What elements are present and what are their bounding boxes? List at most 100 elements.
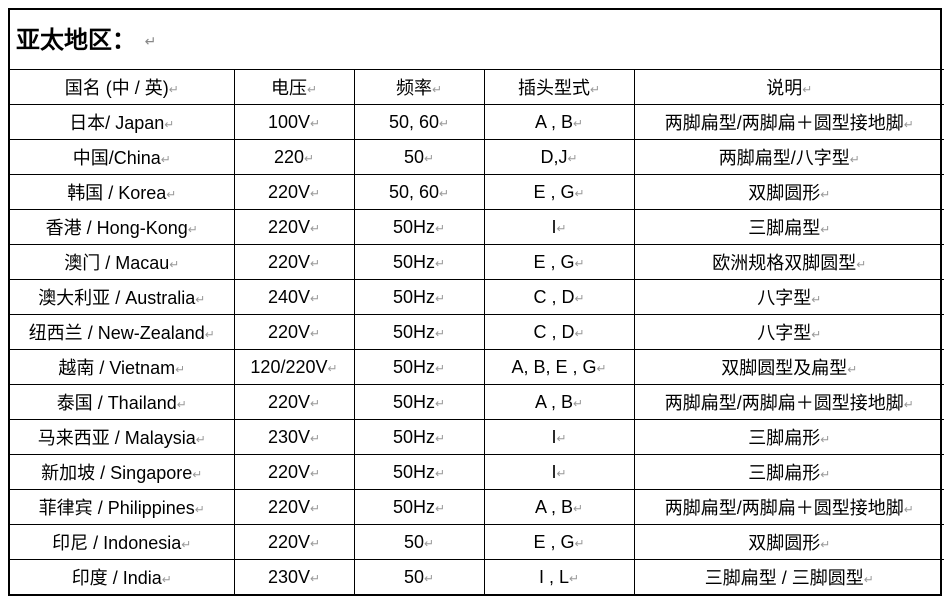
cell-plug-text: I , L (539, 567, 569, 587)
table-row: 印尼 / Indonesia↵220V↵50↵E , G↵双脚圆形↵ (10, 525, 944, 560)
col-header-country-text: 国名 (中 / 英) (65, 78, 169, 98)
table-row: 澳大利亚 / Australia↵240V↵50Hz↵C , D↵八字型↵ (10, 280, 944, 315)
paragraph-mark-icon: ↵ (574, 326, 584, 340)
paragraph-mark-icon: ↵ (435, 361, 445, 375)
cell-voltage-text: 220V (268, 217, 310, 237)
cell-voltage-text: 220V (268, 182, 310, 202)
cell-voltage-text: 220V (268, 497, 310, 517)
cell-desc: 双脚圆形↵ (634, 525, 944, 560)
paragraph-mark-icon: ↵ (596, 361, 606, 375)
paragraph-mark-icon: ↵ (847, 362, 857, 376)
cell-country-text: 中国/China (73, 148, 161, 168)
paragraph-mark-icon: ↵ (820, 537, 830, 551)
paragraph-mark-icon: ↵ (904, 502, 914, 516)
paragraph-mark-icon: ↵ (310, 536, 320, 550)
paragraph-mark-icon: ↵ (439, 186, 449, 200)
paragraph-mark-icon: ↵ (310, 396, 320, 410)
cell-voltage: 220V↵ (234, 210, 354, 245)
paragraph-mark-icon: ↵ (162, 572, 172, 586)
paragraph-mark-icon: ↵ (574, 536, 584, 550)
col-header-plug: 插头型式↵ (484, 70, 634, 105)
paragraph-mark-icon: ↵ (424, 536, 434, 550)
cell-voltage: 220V↵ (234, 525, 354, 560)
cell-desc: 两脚扁型/两脚扁＋圆型接地脚↵ (634, 490, 944, 525)
cell-frequency-text: 50 (404, 532, 424, 552)
paragraph-mark-icon: ↵ (856, 257, 866, 271)
cell-voltage: 100V↵ (234, 105, 354, 140)
cell-plug: A , B↵ (484, 105, 634, 140)
cell-frequency: 50↵ (354, 525, 484, 560)
cell-plug-text: A, B, E , G (511, 357, 596, 377)
paragraph-mark-icon: ↵ (310, 466, 320, 480)
plug-standards-table: 国名 (中 / 英)↵ 电压↵ 频率↵ 插头型式↵ 说明↵ 日本/ Japan↵… (10, 69, 944, 594)
cell-country: 印尼 / Indonesia↵ (10, 525, 234, 560)
cell-desc-text: 三脚扁型 (748, 218, 820, 238)
paragraph-mark-icon: ↵ (310, 501, 320, 515)
cell-desc: 两脚扁型/两脚扁＋圆型接地脚↵ (634, 385, 944, 420)
cell-desc: 欧洲规格双脚圆型↵ (634, 245, 944, 280)
paragraph-mark-icon: ↵ (811, 292, 821, 306)
cell-country-text: 印度 / India (72, 568, 162, 588)
cell-voltage-text: 100V (268, 112, 310, 132)
cell-desc-text: 三脚扁型 / 三脚圆型 (705, 568, 864, 588)
cell-frequency: 50↵ (354, 140, 484, 175)
cell-desc: 三脚扁形↵ (634, 420, 944, 455)
cell-voltage-text: 120/220V (250, 357, 327, 377)
cell-voltage: 220V↵ (234, 175, 354, 210)
paragraph-mark-icon: ↵ (904, 117, 914, 131)
table-row: 印度 / India↵230V↵50↵I , L↵三脚扁型 / 三脚圆型↵ (10, 560, 944, 595)
paragraph-mark-icon: ↵ (435, 291, 445, 305)
cell-desc-text: 三脚扁形 (748, 463, 820, 483)
cell-plug-text: A , B (535, 497, 573, 517)
col-header-country: 国名 (中 / 英)↵ (10, 70, 234, 105)
paragraph-mark-icon: ↵ (164, 117, 174, 131)
paragraph-mark-icon: ↵ (424, 151, 434, 165)
cell-frequency-text: 50Hz (393, 392, 435, 412)
cell-frequency: 50Hz↵ (354, 385, 484, 420)
paragraph-mark-icon: ↵ (435, 396, 445, 410)
paragraph-mark-icon: ↵ (195, 502, 205, 516)
col-header-voltage: 电压↵ (234, 70, 354, 105)
cell-country-text: 澳大利亚 / Australia (38, 288, 195, 308)
cell-frequency-text: 50Hz (393, 287, 435, 307)
cell-plug-text: A , B (535, 112, 573, 132)
paragraph-mark-icon: ↵ (850, 152, 860, 166)
cell-voltage-text: 220V (268, 252, 310, 272)
cell-voltage-text: 220V (268, 532, 310, 552)
paragraph-mark-icon: ↵ (435, 466, 445, 480)
table-row: 马来西亚 / Malaysia↵230V↵50Hz↵I↵三脚扁形↵ (10, 420, 944, 455)
paragraph-mark-icon: ↵ (432, 82, 442, 96)
cell-frequency: 50Hz↵ (354, 245, 484, 280)
paragraph-mark-icon: ↵ (205, 327, 215, 341)
cell-country: 纽西兰 / New-Zealand↵ (10, 315, 234, 350)
paragraph-mark-icon: ↵ (567, 151, 577, 165)
cell-voltage: 240V↵ (234, 280, 354, 315)
table-row: 纽西兰 / New-Zealand↵220V↵50Hz↵C , D↵八字型↵ (10, 315, 944, 350)
cell-country: 澳大利亚 / Australia↵ (10, 280, 234, 315)
paragraph-mark-icon: ↵ (820, 432, 830, 446)
cell-country: 菲律宾 / Philippines↵ (10, 490, 234, 525)
paragraph-mark-icon: ↵ (435, 256, 445, 270)
cell-plug-text: E , G (533, 532, 574, 552)
paragraph-mark-icon: ↵ (310, 571, 320, 585)
cell-plug-text: D,J (540, 147, 567, 167)
cell-voltage: 230V↵ (234, 420, 354, 455)
cell-country: 日本/ Japan↵ (10, 105, 234, 140)
cell-desc-text: 三脚扁形 (748, 428, 820, 448)
col-header-frequency-text: 频率 (396, 78, 432, 98)
cell-country: 香港 / Hong-Kong↵ (10, 210, 234, 245)
paragraph-mark-icon: ↵ (574, 291, 584, 305)
paragraph-mark-icon: ↵ (310, 431, 320, 445)
paragraph-mark-icon: ↵ (169, 82, 179, 96)
cell-desc: 三脚扁型↵ (634, 210, 944, 245)
cell-frequency-text: 50Hz (393, 427, 435, 447)
cell-country-text: 纽西兰 / New-Zealand (29, 323, 205, 343)
cell-desc-text: 双脚圆形 (748, 533, 820, 553)
col-header-desc: 说明↵ (634, 70, 944, 105)
paragraph-mark-icon: ↵ (435, 501, 445, 515)
paragraph-mark-icon: ↵ (439, 116, 449, 130)
paragraph-mark-icon: ↵ (196, 432, 206, 446)
cell-country-text: 菲律宾 / Philippines (39, 498, 195, 518)
paragraph-mark-icon: ↵ (188, 222, 198, 236)
cell-frequency: 50Hz↵ (354, 210, 484, 245)
